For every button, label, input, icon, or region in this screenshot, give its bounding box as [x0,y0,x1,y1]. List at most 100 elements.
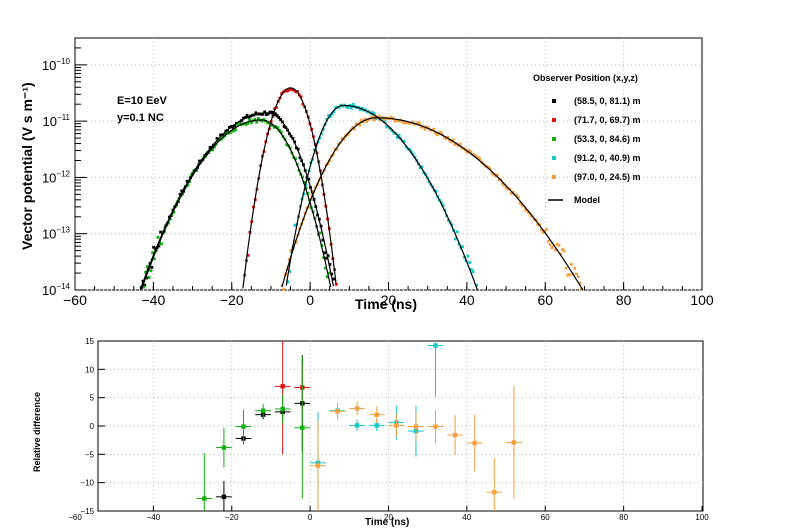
residual-series-2 [196,356,311,511]
top-grid [75,38,702,291]
data-point [332,110,336,114]
data-point [497,178,501,182]
data-point [275,113,279,117]
data-point [454,237,457,241]
data-point [453,143,457,147]
data-point [307,205,310,209]
data-point [216,139,220,143]
legend-label: (97.0, 0, 24.5) m [574,172,641,182]
data-point [411,120,415,124]
data-point [292,88,296,92]
data-point [290,88,294,91]
data-point [532,218,536,222]
data-point [546,239,550,243]
annotation-energy: E=10 EeV [117,95,168,107]
data-point [331,153,335,157]
data-point [441,204,445,207]
data-point [249,121,253,125]
data-point [332,277,335,281]
top-x-tick-label: 20 [381,292,397,308]
residual-point [280,406,285,412]
data-point [576,275,580,279]
data-point [511,190,515,194]
data-point [411,152,415,156]
data-point [237,122,241,126]
data-point [195,169,199,172]
data-point [478,157,482,161]
data-point [335,148,339,151]
data-point [159,230,163,234]
data-point [455,230,459,234]
data-point [233,124,237,128]
data-point [420,125,423,129]
data-point [566,273,570,277]
data-point [462,255,466,259]
data-point [517,195,520,199]
residual-point [300,425,305,430]
data-point [371,111,374,114]
data-point [488,167,492,171]
data-point [471,270,475,274]
data-point [353,127,356,131]
data-point [395,136,399,139]
data-point [472,153,476,157]
data-point [402,140,406,143]
data-point [207,149,211,153]
data-point [467,149,471,152]
bottom-x-tick-label: −60 [68,513,82,522]
bottom-x-tick-label: 0 [308,513,313,522]
data-point [312,148,316,152]
data-point [301,175,304,179]
data-point [561,248,564,251]
data-point [145,276,148,280]
data-point [382,118,386,121]
residual-point [433,343,438,348]
residual-point [241,424,246,429]
data-point [358,123,362,127]
data-point [554,248,557,252]
data-point [282,288,286,291]
residual-series-1 [274,341,311,455]
data-point [172,210,176,214]
residual-point [433,424,438,429]
top-axis-ticks: −60 −40 −20 0 20 40 60 80 100 10−14 10−13 10−12 10−1… [42,37,714,308]
residual-point [221,494,227,500]
data-point [541,230,545,234]
data-point [358,108,362,112]
data-point [266,112,270,116]
data-point [293,224,297,227]
data-point [439,201,443,204]
legend-label: (71.7, 0, 69.7) m [574,115,641,125]
data-point [562,249,566,253]
data-point [321,238,325,242]
model-curve-0 [139,112,334,290]
data-point [400,119,404,123]
residual-point [472,440,477,446]
data-point [255,120,259,124]
top-x-tick-label: 100 [690,292,714,308]
data-point [450,223,454,227]
data-point [145,265,149,269]
data-point [492,173,496,176]
data-point [416,121,420,124]
legend-label: (58.5, 0, 81.1) m [574,96,641,106]
data-point [529,214,533,218]
top-x-tick-label: 80 [616,292,632,308]
data-point [285,89,289,93]
series-points-3 [286,102,479,287]
data-point [518,201,522,205]
data-point [242,116,245,120]
data-point [324,256,328,260]
data-point [418,166,422,170]
data-point [215,137,219,140]
residual-point [394,423,399,428]
data-point [267,121,271,125]
residual-point [374,423,379,428]
bottom-y-tick-label: −5 [85,450,95,459]
model-curve-4 [281,117,584,291]
data-point [185,179,189,183]
data-point [180,189,184,193]
top-x-tick-label: 0 [306,292,314,308]
bottom-y-tick-label: 5 [90,394,95,403]
data-point [524,208,527,211]
